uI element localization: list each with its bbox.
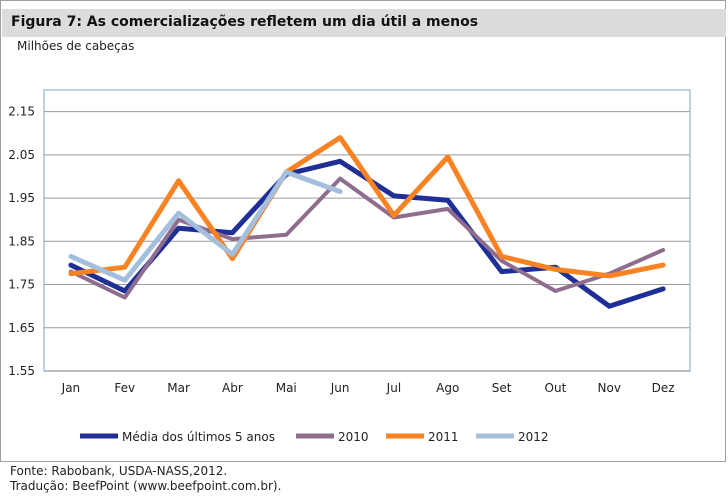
figure-title: Figura 7: As comercializações refletem u… <box>11 14 479 30</box>
line-chart: 1.55 1.65 1.75 1.85 1.95 2.05 2.15 Jan Fev Mar Abr… <box>8 89 691 444</box>
x-tick-label: Fev <box>114 381 135 395</box>
x-tick-label: Abr <box>222 381 243 395</box>
legend-label: Média dos últimos 5 anos <box>122 430 275 444</box>
title-bar: Figura 7: As comercializações refletem u… <box>2 9 726 37</box>
series-line-3 <box>68 135 666 279</box>
x-tick-label: Jan <box>61 381 81 395</box>
y-tick-label: 2.05 <box>8 148 35 162</box>
series-line-4 <box>68 169 343 283</box>
y-tick-label: 1.55 <box>8 364 35 378</box>
x-tick-label: Jun <box>330 381 350 395</box>
x-tick-label: Out <box>545 381 567 395</box>
x-tick-label: Jul <box>386 381 401 395</box>
plot-area <box>43 89 691 372</box>
y-tick-label: 1.95 <box>8 191 35 205</box>
series-line-2 <box>68 176 666 300</box>
legend-label: 2010 <box>338 430 369 444</box>
y-tick-label: 1.75 <box>8 278 35 292</box>
y-tick-label: 1.85 <box>8 234 35 248</box>
x-tick-label: Ago <box>436 381 459 395</box>
x-tick-label: Set <box>492 381 512 395</box>
y-tick-label: 2.15 <box>8 105 35 119</box>
translation-note: Tradução: BeefPoint (www.beefpoint.com.b… <box>10 479 282 493</box>
x-tick-label: Nov <box>598 381 621 395</box>
x-tick-label: Mai <box>276 381 297 395</box>
x-tick-label: Dez <box>652 381 675 395</box>
legend-label: 2012 <box>518 430 549 444</box>
x-tick-label: Mar <box>167 381 190 395</box>
y-tick-label: 1.65 <box>8 321 35 335</box>
source-note: Fonte: Rabobank, USDA-NASS,2012. <box>10 464 228 478</box>
unit-label: Milhões de cabeças <box>17 39 135 53</box>
legend-label: 2011 <box>428 430 459 444</box>
